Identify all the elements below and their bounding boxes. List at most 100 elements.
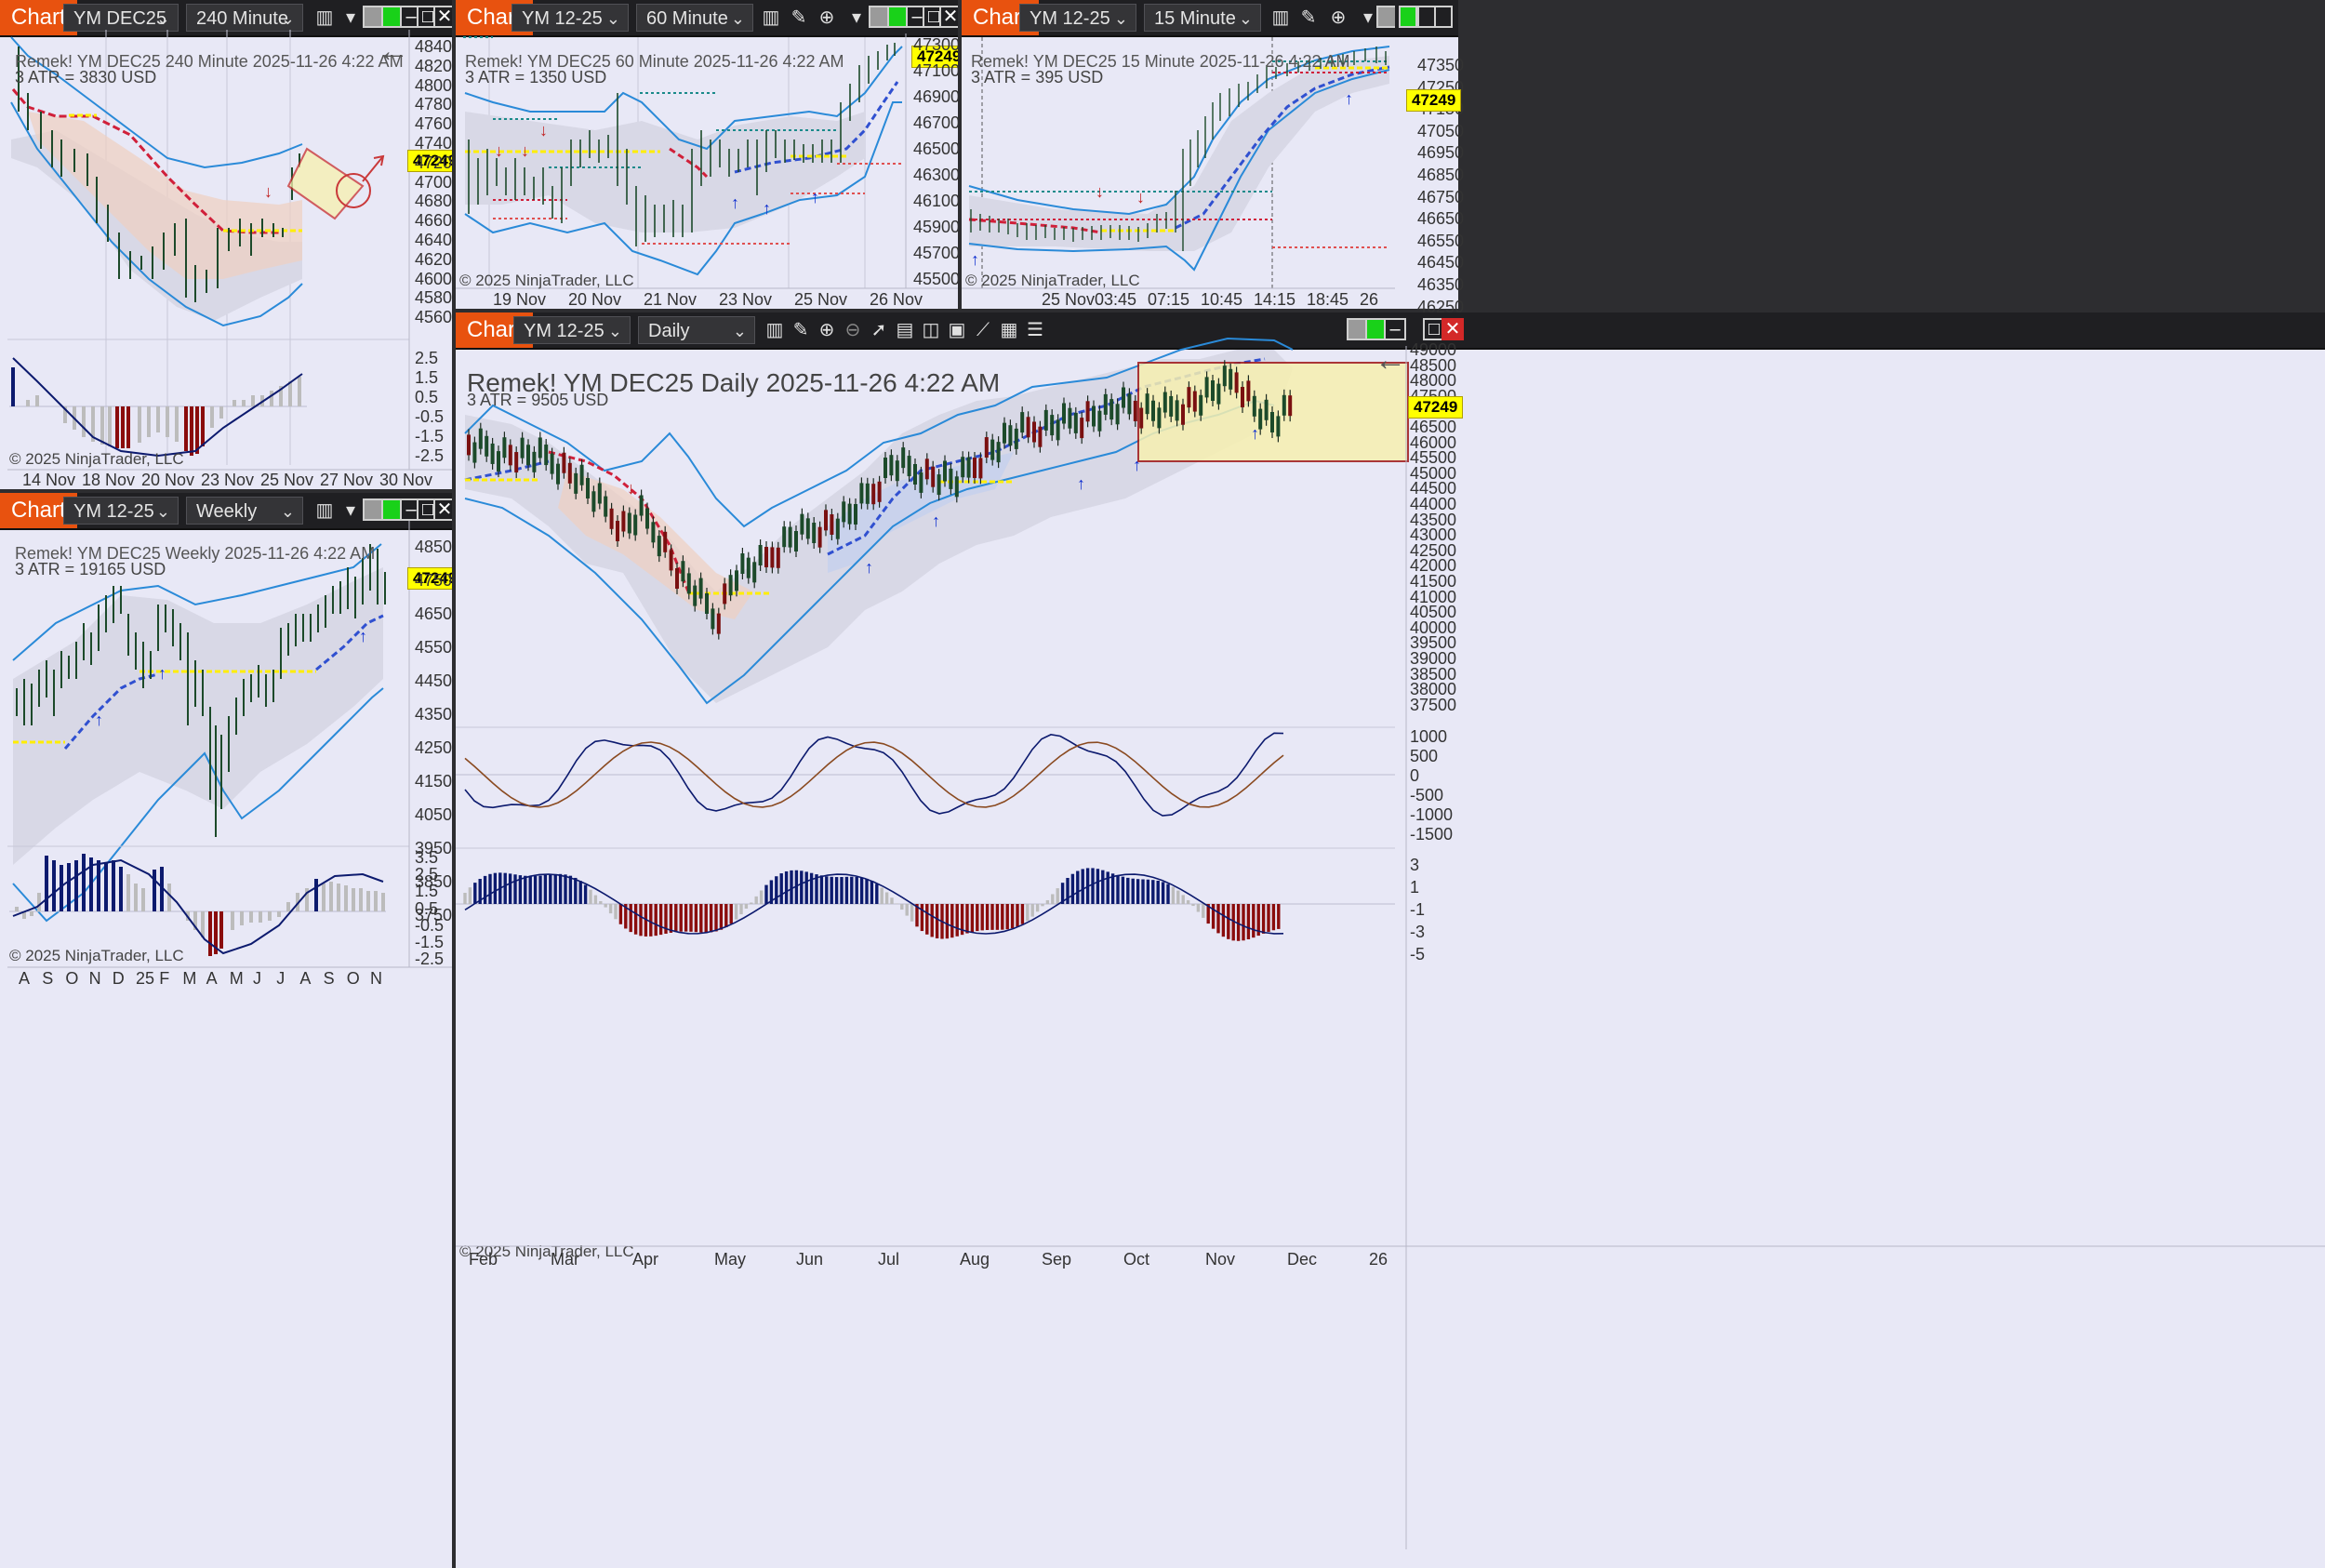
axis-tick: 46600 bbox=[415, 211, 452, 231]
candle-body bbox=[1092, 405, 1096, 427]
candle-body bbox=[1115, 404, 1120, 425]
bar-type-icon[interactable]: ▥ bbox=[765, 320, 784, 340]
indicators-icon[interactable]: ⟋ bbox=[976, 320, 990, 340]
data-box-icon[interactable]: ◫ bbox=[922, 320, 940, 340]
candle-body bbox=[919, 472, 923, 493]
period-selector[interactable]: Weekly ⌄ bbox=[186, 497, 303, 525]
oscillator-slow-line bbox=[464, 741, 1284, 808]
candle-body bbox=[1127, 393, 1132, 415]
period-value: Weekly bbox=[196, 501, 258, 522]
candle-body bbox=[675, 568, 679, 589]
close-button[interactable]: ✕ bbox=[939, 6, 958, 28]
instrument-selector[interactable]: YM 12-25 ⌄ bbox=[63, 497, 179, 525]
link-color-button[interactable] bbox=[1376, 6, 1395, 28]
zoom-in-icon[interactable]: ⊕ bbox=[818, 320, 835, 340]
maximize-button[interactable] bbox=[1434, 6, 1453, 28]
toolbar: Chart YM 12-25 ⌄ 60 Minute ⌄ ▥ ✎ ⊕ ▾ – □ ✕ bbox=[456, 0, 958, 37]
chevron-down-icon: ⌄ bbox=[280, 502, 295, 521]
strategy-icon[interactable]: ▣ bbox=[948, 320, 966, 340]
axis-tick: 45500 bbox=[1410, 448, 1457, 468]
chevron-down-icon[interactable]: ▾ bbox=[1362, 7, 1374, 28]
zoom-in-icon[interactable]: ⊕ bbox=[1330, 7, 1347, 28]
chevron-down-icon: ⌄ bbox=[1238, 9, 1253, 28]
candle-body bbox=[723, 583, 727, 605]
close-button[interactable]: ✕ bbox=[1442, 318, 1464, 340]
candle-body bbox=[937, 474, 941, 496]
axis-tick: 45500 bbox=[913, 270, 958, 288]
toolbar: Chart YM 12-25 ⌄ Daily ⌄ ▥ ✎ ⊕ ⊖ ➚ ▤ ◫ ▣ ⟋… bbox=[456, 312, 2325, 350]
axis-tick: Nov bbox=[1205, 1250, 1236, 1269]
candle-body bbox=[526, 445, 530, 466]
candle-body bbox=[746, 557, 751, 578]
candle-body bbox=[889, 455, 894, 476]
pointer-icon[interactable]: ➚ bbox=[870, 320, 887, 340]
candle-body bbox=[776, 547, 780, 568]
svg-text:↓: ↓ bbox=[1136, 188, 1145, 206]
axis-tick: O bbox=[346, 969, 360, 988]
svg-text:↓: ↓ bbox=[539, 121, 548, 140]
axis-tick: 47000 bbox=[415, 172, 452, 192]
period-selector[interactable]: 240 Minute ⌄ bbox=[186, 4, 303, 32]
svg-text:↑: ↑ bbox=[95, 711, 103, 729]
toolbar: Chart YM 12-25 ⌄ 15 Minute ⌄ ▥ ✎ ⊕ ▾ bbox=[962, 0, 1395, 37]
time-axis: 19 Nov 20 Nov 21 Nov 23 Nov 25 Nov 26 Nov bbox=[456, 290, 958, 309]
instrument-selector[interactable]: YM DEC25 ⌄ bbox=[63, 4, 179, 32]
candle-body bbox=[1181, 404, 1185, 425]
axis-tick: 40500 bbox=[415, 805, 452, 824]
candle-body bbox=[633, 514, 638, 536]
bar-type-icon[interactable]: ▥ bbox=[315, 500, 334, 521]
axis-tick: 45800 bbox=[415, 288, 452, 308]
candle-body bbox=[1241, 387, 1244, 407]
axis-tick: S bbox=[42, 969, 54, 988]
axis-tick: 47300 bbox=[913, 35, 958, 54]
period-selector[interactable]: 15 Minute ⌄ bbox=[1144, 4, 1261, 32]
draw-pencil-icon[interactable]: ✎ bbox=[790, 7, 807, 28]
bar-type-icon[interactable]: ▥ bbox=[315, 7, 334, 28]
period-selector[interactable]: Daily ⌄ bbox=[638, 316, 755, 344]
chevron-down-icon[interactable]: ▾ bbox=[345, 7, 356, 28]
candle-body bbox=[716, 613, 721, 634]
back-arrow-icon[interactable]: ← bbox=[378, 33, 409, 69]
axis-tick: 21 Nov bbox=[644, 290, 698, 309]
chevron-down-icon: ⌄ bbox=[155, 9, 170, 28]
draw-pencil-icon[interactable]: ✎ bbox=[792, 320, 809, 340]
bar-type-icon[interactable]: ▥ bbox=[1271, 7, 1290, 28]
link-instrument-button[interactable] bbox=[1399, 6, 1417, 28]
candle-body bbox=[1145, 393, 1149, 415]
bar-type-icon[interactable]: ▥ bbox=[762, 7, 780, 28]
price-panel: ↓ ↓ ↓ ↑ ↑ ↑ bbox=[456, 33, 958, 289]
axis-tick: Feb bbox=[469, 1250, 498, 1269]
chevron-down-icon[interactable]: ▾ bbox=[345, 500, 356, 521]
axis-tick: 46550 bbox=[1417, 231, 1465, 250]
axis-tick: 45000 bbox=[1410, 463, 1457, 483]
candle-body bbox=[1014, 428, 1018, 449]
candle-body bbox=[604, 496, 608, 517]
instrument-selector[interactable]: YM 12-25 ⌄ bbox=[512, 4, 629, 32]
properties-icon[interactable]: ▤ bbox=[896, 320, 914, 340]
candle-body bbox=[485, 435, 489, 457]
chevron-down-icon[interactable]: ▾ bbox=[851, 7, 862, 28]
close-button[interactable]: ✕ bbox=[433, 6, 452, 28]
axis-tick: 25 Nov bbox=[1042, 290, 1096, 309]
axis-tick: 46750 bbox=[1417, 187, 1465, 206]
svg-text:↑: ↑ bbox=[811, 188, 819, 206]
period-selector[interactable]: 60 Minute ⌄ bbox=[636, 4, 753, 32]
close-button[interactable]: ✕ bbox=[433, 498, 452, 521]
zoom-in-icon[interactable]: ⊕ bbox=[818, 7, 835, 28]
draw-pencil-icon[interactable]: ✎ bbox=[1300, 7, 1317, 28]
list-icon[interactable]: ☰ bbox=[1027, 320, 1043, 340]
zoom-out-icon[interactable]: ⊖ bbox=[844, 320, 861, 340]
toolbar-extension bbox=[1395, 0, 1458, 37]
minimize-button[interactable] bbox=[1417, 6, 1436, 28]
minimize-button[interactable]: – bbox=[1384, 318, 1406, 340]
instrument-selector[interactable]: YM 12-25 ⌄ bbox=[513, 316, 631, 344]
properties-icon[interactable]: ▦ bbox=[1000, 320, 1018, 340]
candle-body bbox=[567, 462, 572, 484]
chevron-down-icon: ⌄ bbox=[730, 9, 745, 28]
candle-body bbox=[1162, 392, 1167, 413]
candle-body bbox=[1192, 391, 1197, 412]
axis-tick: -2.5 bbox=[415, 446, 445, 465]
axis-tick: 43500 bbox=[415, 705, 452, 724]
instrument-selector[interactable]: YM 12-25 ⌄ bbox=[1019, 4, 1136, 32]
